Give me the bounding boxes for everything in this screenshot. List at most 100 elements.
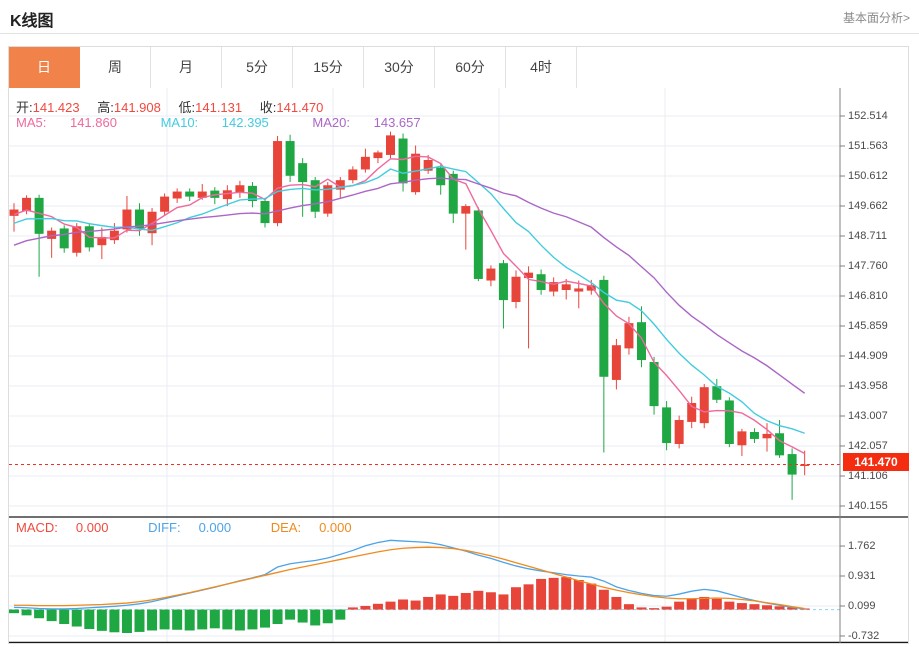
macd-hist-bar	[59, 609, 70, 624]
macd-hist-bar	[260, 609, 270, 628]
macd-hist-bar	[598, 589, 609, 610]
candle-body	[9, 209, 19, 216]
macd-hist-bar	[410, 600, 421, 610]
ma10-line	[13, 165, 805, 434]
tab-日[interactable]: 日	[9, 47, 80, 88]
candle-body	[448, 173, 458, 214]
macd-hist-bar	[147, 609, 158, 631]
candle-body	[574, 288, 584, 292]
tab-周[interactable]: 周	[80, 47, 151, 88]
tab-30分[interactable]: 30分	[364, 47, 435, 88]
y-axis-label-macd: 0.931	[848, 570, 876, 582]
chart-panel: 日周月 5分 15分 30分 60分 4时 152.514 151.563 150.612 14…	[8, 46, 909, 644]
candle-body	[461, 206, 471, 214]
y-axis-label: 145.859	[848, 320, 888, 332]
candle-body	[122, 209, 132, 230]
candle-body	[47, 230, 57, 239]
open-label: 开:	[16, 100, 33, 115]
macd-hist-bar	[511, 587, 521, 610]
macd-hist-bar	[347, 607, 358, 610]
macd-hist-bar	[209, 609, 220, 629]
candlestick-macd-chart: 152.514 151.563 150.612 149.662 148.711 147.7…	[9, 88, 908, 643]
macd-hist-bar	[9, 609, 19, 614]
candle-body	[699, 387, 709, 424]
candle-body	[762, 433, 772, 439]
page-title: K线图	[10, 13, 54, 30]
macd-hist-bar	[423, 596, 434, 610]
y-axis-label: 149.662	[848, 200, 888, 212]
y-axis-label: 140.155	[848, 500, 888, 512]
macd-hist-bar	[21, 609, 32, 616]
candle-body	[97, 236, 107, 246]
macd-hist-bar	[360, 605, 371, 610]
macd-hist-bar	[46, 609, 57, 622]
y-axis-label: 141.106	[848, 470, 888, 482]
candle-body	[135, 209, 144, 229]
macd-hist-bar	[724, 601, 735, 610]
macd-hist-bar	[84, 609, 95, 630]
fundamental-analysis-link[interactable]: 基本面分析>	[842, 11, 910, 25]
candle-body	[222, 190, 232, 200]
y-axis-label: 142.057	[848, 440, 888, 452]
macd-hist-bar	[536, 578, 547, 610]
macd-hist-bar	[184, 609, 195, 631]
macd-hist-bar	[247, 609, 258, 630]
macd-hist-bar	[460, 592, 471, 610]
y-axis-label: 150.612	[848, 170, 888, 182]
candle-body	[749, 431, 759, 439]
candle-body	[172, 191, 182, 199]
macd-hist-bar	[172, 609, 183, 630]
tab-5分[interactable]: 5分	[222, 47, 293, 88]
candle-body	[235, 185, 245, 193]
candle-body	[373, 152, 383, 159]
macd-hist-bar	[109, 609, 120, 633]
candle-body	[310, 180, 320, 212]
candle-body	[285, 141, 295, 176]
candle-body	[611, 345, 621, 380]
candle-body	[147, 211, 157, 234]
macd-hist-bar	[736, 603, 747, 610]
candle-body	[411, 153, 421, 193]
macd-hist-bar	[372, 603, 383, 610]
macd-hist-bar	[234, 609, 245, 631]
tab-15分[interactable]: 15分	[293, 47, 364, 88]
candle-body	[273, 141, 283, 224]
macd-hist-bar	[649, 608, 660, 610]
high-label: 高:	[97, 100, 114, 115]
page-header: K线图 基本面分析>	[0, 0, 919, 34]
last-price-tag: 141.470	[843, 453, 909, 471]
macd-hist-bar	[435, 594, 446, 610]
macd-hist-bar	[699, 596, 710, 610]
macd-hist-bar	[661, 606, 672, 610]
candle-body	[260, 201, 270, 224]
y-axis-label-macd: 1.762	[848, 540, 876, 552]
low-label: 低:	[178, 100, 196, 115]
tab-月[interactable]: 月	[151, 47, 222, 88]
ma20-value: MA20: 143.657	[312, 115, 421, 130]
candle-body	[298, 163, 308, 183]
macd-hist-bar	[322, 609, 333, 624]
dea-line	[14, 546, 805, 610]
candle-body	[524, 272, 534, 279]
tab-60分[interactable]: 60分	[435, 47, 506, 88]
candle-body	[712, 386, 722, 400]
macd-hist-bar	[222, 609, 233, 630]
y-axis-label: 148.711	[848, 230, 887, 242]
candle-body	[360, 156, 370, 170]
y-axis-label: 146.810	[848, 290, 888, 302]
candle-body	[197, 191, 207, 198]
macd-hist-bar	[561, 577, 572, 610]
candle-body	[687, 402, 697, 422]
candle-body	[599, 279, 609, 377]
tab-4时[interactable]: 4时	[506, 47, 577, 88]
macd-hist-bar	[623, 604, 634, 610]
macd-hist-bar	[121, 609, 132, 634]
macd-hist-bar	[762, 605, 772, 610]
candle-body	[674, 420, 684, 444]
ma20-line	[13, 177, 806, 394]
candle-body	[335, 180, 345, 190]
candle-body	[724, 400, 734, 444]
dea-value: DEA: 0.000	[270, 520, 352, 535]
candle-body	[436, 167, 446, 186]
macd-hist-bar	[197, 609, 208, 630]
